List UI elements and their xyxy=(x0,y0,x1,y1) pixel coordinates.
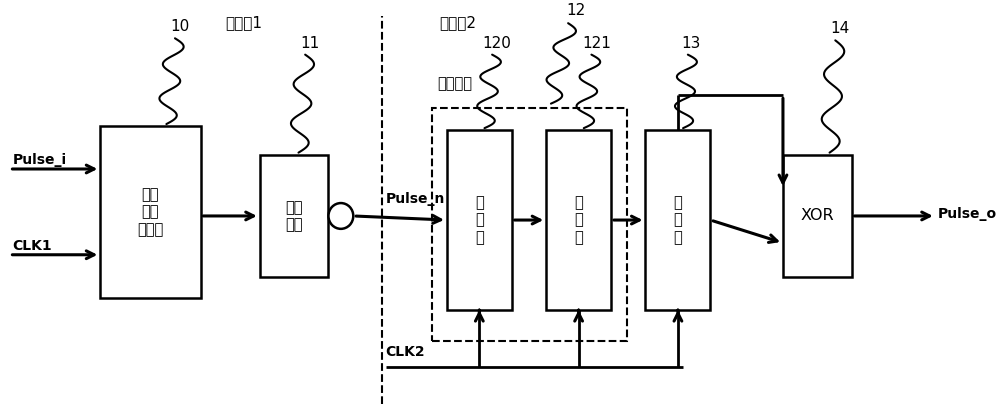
Text: 脉冲
保持
寄存器: 脉冲 保持 寄存器 xyxy=(137,187,164,237)
Text: 寄
存
器: 寄 存 器 xyxy=(674,195,682,245)
Text: 12: 12 xyxy=(566,3,585,18)
Text: Pulse_i: Pulse_i xyxy=(12,153,67,167)
Bar xyxy=(645,130,710,310)
Bar xyxy=(260,154,328,277)
Text: 时钟域1: 时钟域1 xyxy=(225,15,262,30)
Text: 时钟域2: 时钟域2 xyxy=(439,15,476,30)
Text: Pulse_o: Pulse_o xyxy=(938,207,997,221)
Text: 13: 13 xyxy=(681,35,701,51)
Bar xyxy=(432,108,627,341)
Text: 同步电路: 同步电路 xyxy=(437,76,472,91)
Text: Pulse_n: Pulse_n xyxy=(386,192,445,206)
Bar xyxy=(100,126,201,297)
Ellipse shape xyxy=(328,203,353,229)
Text: 寄
存
器: 寄 存 器 xyxy=(475,195,484,245)
Bar xyxy=(447,130,512,310)
Text: 120: 120 xyxy=(483,35,511,51)
Text: CLK1: CLK1 xyxy=(12,239,52,253)
Text: XOR: XOR xyxy=(801,208,834,223)
Text: 寄
存
器: 寄 存 器 xyxy=(574,195,583,245)
Text: CLK2: CLK2 xyxy=(386,345,425,359)
Text: 121: 121 xyxy=(582,35,611,51)
Text: 取反
逻辑: 取反 逻辑 xyxy=(285,200,303,232)
Text: 10: 10 xyxy=(170,19,189,34)
Bar xyxy=(783,154,852,277)
Text: 14: 14 xyxy=(831,21,850,36)
Bar xyxy=(546,130,611,310)
Text: 11: 11 xyxy=(300,35,320,51)
